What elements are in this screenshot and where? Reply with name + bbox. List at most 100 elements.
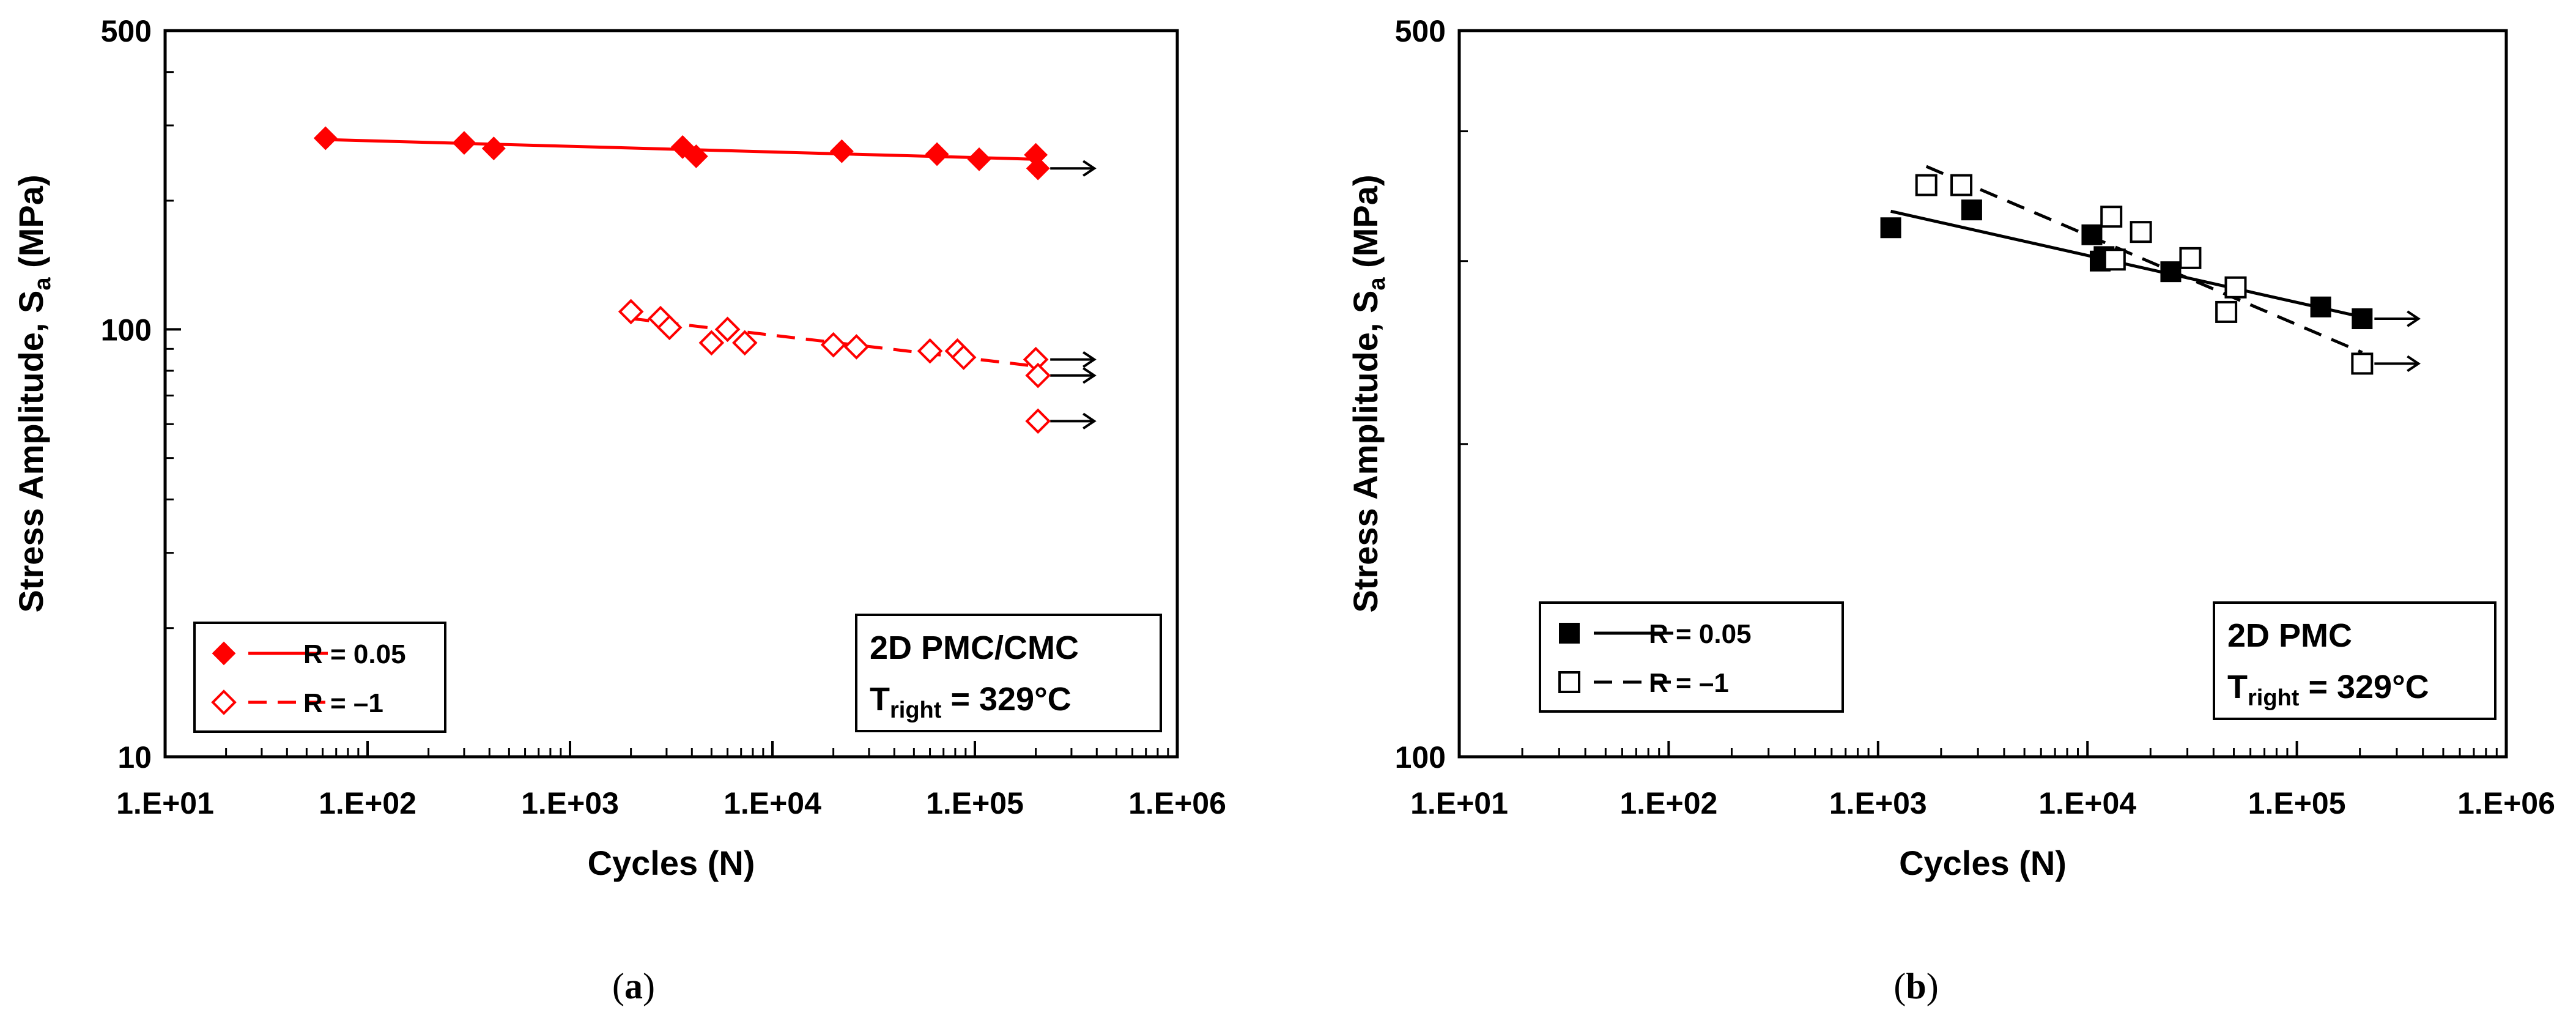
legend-box (193, 622, 446, 733)
series-fit-line (1890, 209, 2363, 319)
annotation-line1: 2D PMC (2227, 617, 2352, 654)
data-point (2352, 308, 2373, 330)
x-tick-label: 1.E+04 (724, 786, 821, 820)
x-tick-label: 1.E+06 (1128, 786, 1226, 820)
data-point (925, 142, 949, 166)
legend-marker (1558, 671, 1580, 693)
x-axis-title: Cycles (N) (1899, 844, 2067, 882)
data-point (2310, 296, 2331, 318)
data-point (820, 332, 846, 358)
runout-arrow-head (1083, 412, 1097, 429)
data-point (1025, 362, 1051, 388)
data-point (2351, 352, 2374, 375)
y-tick-label: 500 (1395, 14, 1446, 48)
series-2 (618, 299, 1097, 434)
y-axis-title: Stress Amplitude, Sa (MPa) (12, 174, 56, 612)
data-point (714, 316, 741, 343)
panel-label: (b) (1893, 966, 1938, 1006)
y-axis-title-unit: (MPa) (12, 174, 50, 277)
y-axis-title-main: Stress Amplitude, S (12, 291, 50, 613)
x-tick-label: 1.E+05 (2248, 786, 2346, 820)
legend-marker (1559, 623, 1580, 644)
data-point (967, 147, 991, 171)
legend: R = 0.05 R = –1 (1539, 601, 1844, 713)
legend-label: R = 0.05 (303, 639, 406, 669)
x-axis-title: Cycles (N) (588, 844, 755, 882)
x-tick-label: 1.E+04 (2038, 786, 2136, 820)
x-tick-label: 1.E+06 (2457, 786, 2555, 820)
legend-marker (211, 689, 237, 715)
plot-frame (1457, 29, 2508, 759)
data-point (1880, 217, 1901, 239)
panel-label: (a) (612, 966, 655, 1006)
y-axis-title-unit: (MPa) (1346, 174, 1385, 277)
series-1 (313, 126, 1097, 180)
annotation-box (2213, 601, 2496, 720)
panel-label-letter: b (1906, 966, 1926, 1006)
runout-arrow-head (2407, 310, 2421, 327)
series-2 (1915, 165, 2421, 375)
legend-label: R = –1 (303, 688, 383, 718)
legend-marker (212, 641, 236, 666)
data-point (950, 344, 977, 370)
runout-arrow-head (1083, 351, 1097, 368)
y-axis-title-main: Stress Amplitude, S (1346, 291, 1385, 613)
data-point (1026, 156, 1050, 180)
data-point (731, 330, 758, 356)
annotation: 2D PMC/CMC Tright = 329°C (855, 614, 1162, 732)
data-point (452, 131, 476, 155)
data-point (313, 126, 338, 150)
data-point (481, 136, 506, 161)
data-point (684, 144, 708, 168)
data-point (1950, 174, 1973, 196)
annotation-temp-value: = 329°C (941, 681, 1071, 718)
data-point (1025, 408, 1051, 434)
y-tick-label: 100 (1395, 740, 1446, 775)
chart-panel-b: 1.E+01 1.E+02 1.E+03 1.E+04 1.E+05 1.E+06 100 5… (1346, 14, 2555, 1006)
y-tick-label: 10 (117, 740, 152, 775)
x-tick-label: 1.E+01 (116, 786, 214, 820)
data-point (1915, 174, 1938, 196)
data-point (618, 299, 644, 325)
runout-arrow (2374, 310, 2421, 327)
panel-label-letter: a (624, 966, 643, 1006)
data-point (843, 334, 870, 360)
annotation-temp-symbol: T (870, 681, 890, 718)
x-tick-label: 1.E+03 (521, 786, 619, 820)
y-tick-label: 500 (101, 14, 152, 48)
x-tick-label: 1.E+02 (319, 786, 416, 820)
annotation: 2D PMC Tright = 329°C (2213, 601, 2496, 720)
x-tick-label: 1.E+05 (926, 786, 1024, 820)
y-axis-title-subscript: a (30, 277, 56, 291)
data-point (2215, 300, 2238, 323)
runout-arrow-head (1083, 160, 1097, 177)
annotation-temp-value: = 329°C (2299, 669, 2429, 705)
annotation-temp-subscript: right (2248, 685, 2300, 711)
legend-label: R = –1 (1649, 668, 1729, 698)
data-point (670, 135, 695, 159)
annotation-line2: Tright = 329°C (2227, 669, 2429, 711)
data-point (2103, 248, 2126, 271)
x-tick-label: 1.E+01 (1410, 786, 1508, 820)
annotation-line1: 2D PMC/CMC (870, 630, 1079, 666)
data-point (829, 139, 854, 163)
series-1 (1880, 199, 2421, 330)
annotation-box (855, 614, 1162, 732)
data-point (698, 330, 725, 356)
runout-arrow-head (1083, 367, 1097, 384)
data-point (2100, 206, 2123, 228)
data-point (2130, 221, 2152, 243)
data-point (656, 314, 683, 341)
runout-arrow (1050, 412, 1097, 429)
chart-panel-a: 1.E+01 1.E+02 1.E+03 1.E+04 1.E+05 1.E+06 10 10… (12, 14, 1226, 1006)
annotation-temp-subscript: right (890, 697, 942, 723)
data-point (2224, 276, 2247, 299)
x-tick-label: 1.E+03 (1829, 786, 1927, 820)
x-tick-label: 1.E+02 (1619, 786, 1717, 820)
annotation-temp-symbol: T (2227, 669, 2248, 705)
annotation-line2: Tright = 329°C (870, 681, 1071, 723)
runout-arrow (1050, 160, 1097, 177)
plot-frame (163, 29, 1179, 759)
y-axis-title-subscript: a (1364, 277, 1390, 291)
